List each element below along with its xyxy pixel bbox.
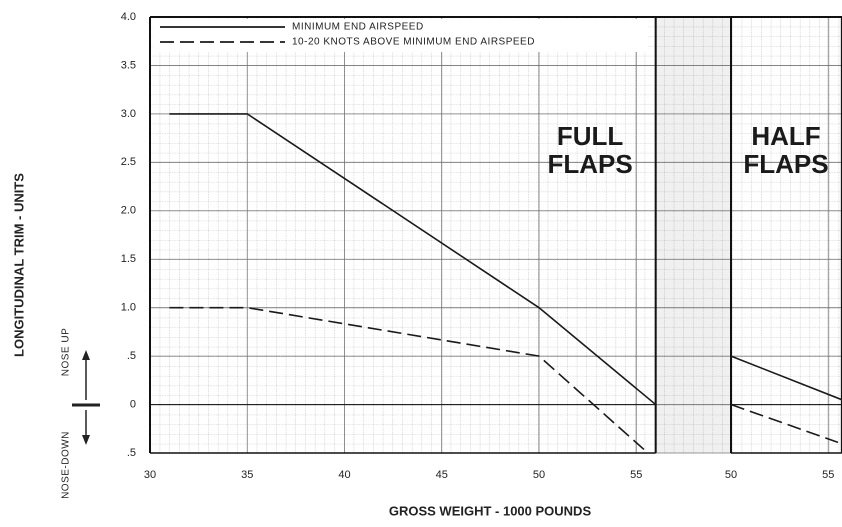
y-tick-label: 1.5 [121,253,136,265]
x-tick-label: 50 [725,469,737,481]
series-line [730,355,842,401]
series-line [169,113,657,406]
y-tick-label: 1.0 [121,302,136,314]
annotation: FLAPS [743,149,828,179]
nose-up-label: NOSE UP [61,328,72,377]
grid-background [150,17,842,453]
y-tick-label: 3.5 [121,59,136,71]
x-tick-label: 55 [630,469,642,481]
legend-label: MINIMUM END AIRSPEED [292,22,424,33]
arrow-head [82,350,90,360]
x-tick-label: 35 [241,469,253,481]
y-tick-label: 2.0 [121,205,136,217]
annotation: HALF [751,121,820,151]
nose-down-label: NOSE-DOWN [61,431,72,499]
y-tick-label: 0 [130,398,136,410]
gap-shade [655,17,731,453]
y-tick-label: 4.0 [121,11,136,23]
y-tick-label: 2.5 [121,156,136,168]
arrow-head [82,435,90,445]
annotation: FLAPS [547,149,632,179]
x-tick-label: 55 [822,469,834,481]
x-axis-label: GROSS WEIGHT - 1000 POUNDS [389,503,592,518]
x-tick-label: 30 [144,469,156,481]
series-line [169,306,649,454]
y-tick-label: 3.0 [121,108,136,120]
x-tick-label: 40 [338,469,350,481]
legend-label: 10-20 KNOTS ABOVE MINIMUM END AIRSPEED [292,37,535,48]
x-tick-label: 50 [533,469,545,481]
y-axis-label: LONGITUDINAL TRIM - UNITS [11,173,26,357]
x-tick-label: 45 [436,469,448,481]
legend-box [153,19,648,52]
y-tick-label: .5 [127,350,136,362]
annotation: FULL [557,121,624,151]
y-tick-label: .5 [127,447,136,459]
